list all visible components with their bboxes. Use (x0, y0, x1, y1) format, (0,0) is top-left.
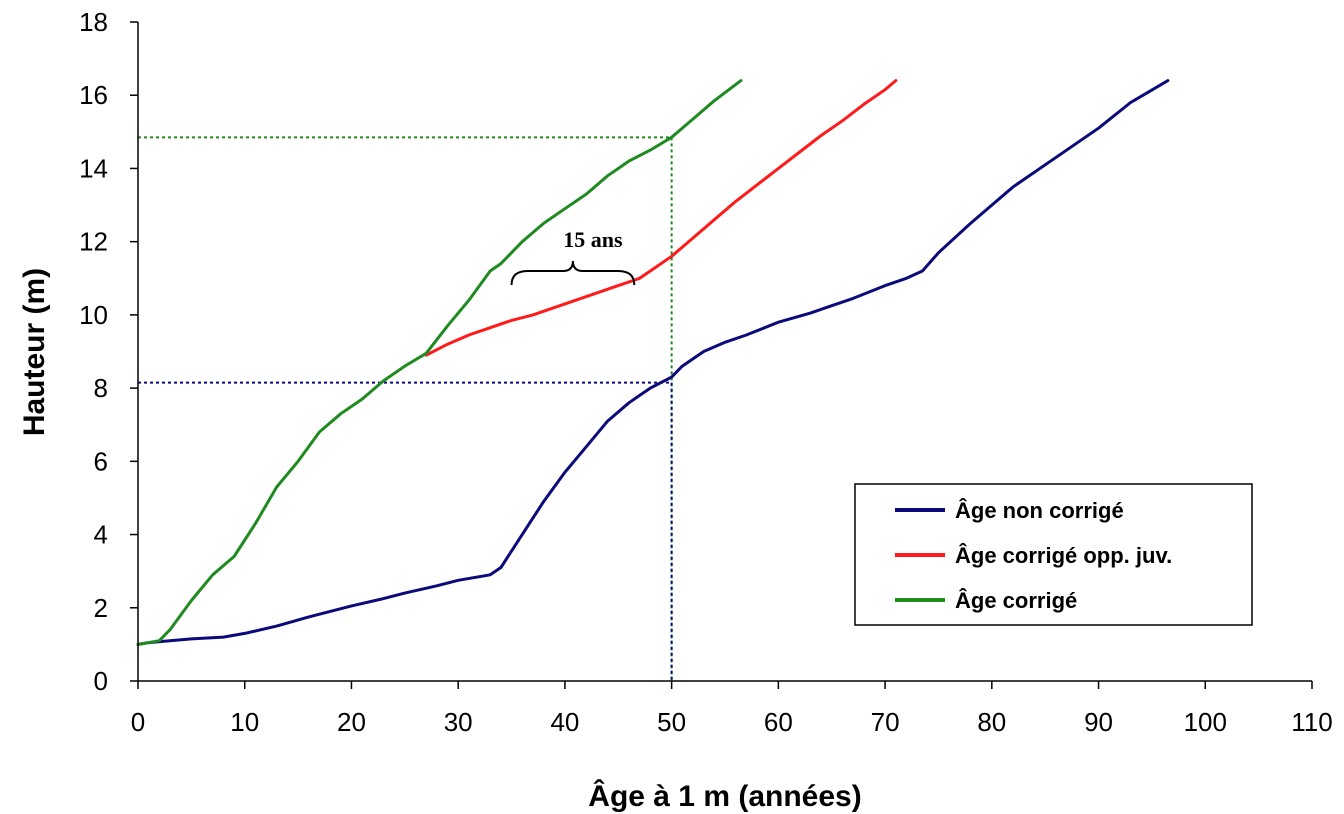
x-tick-label-80: 80 (977, 707, 1006, 737)
reference-lines (138, 136, 673, 681)
y-tick-label-6: 6 (94, 446, 108, 476)
x-tick-label-0: 0 (131, 707, 145, 737)
series-line-1 (424, 79, 898, 357)
x-tick-label-40: 40 (550, 707, 579, 737)
y-tick-label-0: 0 (94, 666, 108, 696)
legend-label-0: Âge non corrigé (955, 498, 1124, 523)
y-tick-label-8: 8 (94, 373, 108, 403)
x-axis-title: Âge à 1 m (années) (588, 779, 861, 813)
legend-label-2: Âge corrigé (955, 588, 1077, 613)
y-tick-label-4: 4 (94, 520, 108, 550)
y-tick-label-12: 12 (79, 227, 108, 257)
y-tick-label-10: 10 (79, 300, 108, 330)
legend-label-1: Âge corrigé opp. juv. (955, 543, 1172, 568)
x-tick-label-10: 10 (230, 707, 259, 737)
legend: Âge non corrigé Âge corrigé opp. juv. Âge … (854, 483, 1253, 626)
y-axis-title: Hauteur (m) (18, 268, 51, 436)
series-layer (136, 79, 1170, 646)
y-tick-label-2: 2 (94, 593, 108, 623)
x-tick-label-20: 20 (337, 707, 366, 737)
series-line-0 (136, 79, 1170, 646)
x-tick-label-100: 100 (1184, 707, 1227, 737)
y-tick-label-18: 18 (79, 7, 108, 37)
annotation-brace (510, 260, 636, 286)
x-tick-label-30: 30 (444, 707, 473, 737)
axes: 0 2 4 6 8 10 12 14 16 18 0 10 20 30 40 50 60 70 80 90 100 110 (79, 7, 1333, 737)
x-tick-label-110: 110 (1291, 707, 1332, 737)
x-tick-label-70: 70 (871, 707, 900, 737)
x-tick-label-50: 50 (657, 707, 686, 737)
x-tick-label-60: 60 (764, 707, 793, 737)
series-line-2 (136, 79, 743, 646)
annotation-label: 15 ans (563, 227, 623, 252)
y-tick-label-14: 14 (79, 153, 108, 183)
annotation: 15 ans (510, 227, 636, 286)
x-tick-label-90: 90 (1084, 707, 1113, 737)
y-tick-label-16: 16 (79, 80, 108, 110)
